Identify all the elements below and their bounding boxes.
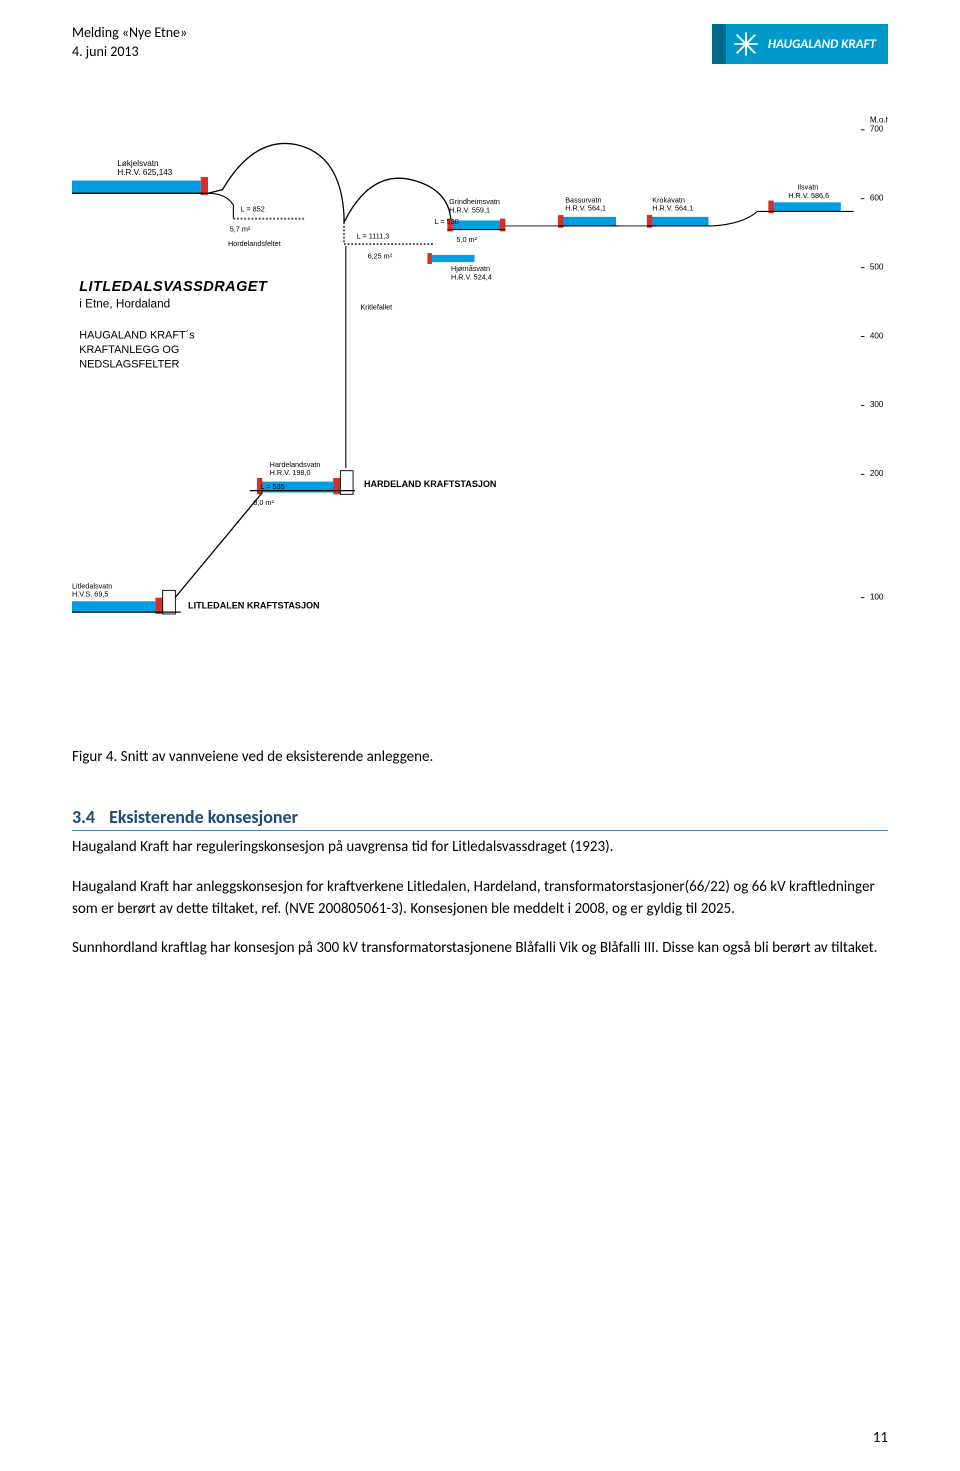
svg-text:H.R.V. 586,6: H.R.V. 586,6 bbox=[788, 191, 829, 200]
section-title: Eksisterende konsesjoner bbox=[109, 806, 298, 828]
svg-text:LITLEDALSVASSDRAGET: LITLEDALSVASSDRAGET bbox=[79, 279, 268, 295]
svg-text:H.R.V. 625,143: H.R.V. 625,143 bbox=[117, 168, 172, 177]
svg-text:H.R.V. 564,1: H.R.V. 564,1 bbox=[652, 204, 693, 213]
svg-text:600: 600 bbox=[870, 194, 884, 203]
svg-text:H.R.V. 524,4: H.R.V. 524,4 bbox=[451, 272, 492, 281]
body-paragraph: Haugaland Kraft har reguleringskonsesjon… bbox=[72, 837, 888, 859]
svg-text:Kritlefallet: Kritlefallet bbox=[360, 302, 392, 311]
svg-text:KRAFTANLEGG OG: KRAFTANLEGG OG bbox=[79, 344, 179, 356]
header-line2: 4. juni 2013 bbox=[72, 43, 187, 62]
svg-text:H.R.V. 559,1: H.R.V. 559,1 bbox=[449, 205, 490, 214]
svg-text:700: 700 bbox=[870, 125, 884, 134]
svg-text:H.R.V. 198,0: H.R.V. 198,0 bbox=[270, 468, 311, 477]
svg-text:H.V.S. 69,5: H.V.S. 69,5 bbox=[72, 590, 108, 599]
page-number: 11 bbox=[873, 1429, 888, 1447]
svg-text:5,7 m²: 5,7 m² bbox=[230, 224, 251, 233]
svg-text:NEDSLAGSFELTER: NEDSLAGSFELTER bbox=[79, 358, 179, 370]
cross-section-diagram: M.o.h. 700 600 500 400 300 200 100 Løkje… bbox=[72, 80, 888, 720]
company-logo: HAUGALAND KRAFT bbox=[712, 24, 888, 64]
figure-caption: Figur 4. Snitt av vannveiene ved de eksi… bbox=[72, 748, 888, 766]
svg-text:HARDELAND KRAFTSTASJON: HARDELAND KRAFTSTASJON bbox=[364, 479, 497, 489]
svg-text:L = 530: L = 530 bbox=[435, 217, 459, 226]
svg-text:200: 200 bbox=[870, 469, 884, 478]
svg-text:300: 300 bbox=[870, 400, 884, 409]
svg-text:HAUGALAND KRAFT´s: HAUGALAND KRAFT´s bbox=[79, 329, 195, 341]
svg-text:Løkjelsvatn: Løkjelsvatn bbox=[117, 159, 158, 168]
svg-text:L = 852: L = 852 bbox=[241, 204, 265, 213]
section-number: 3.4 bbox=[72, 806, 95, 828]
header-line1: Melding «Nye Etne» bbox=[72, 24, 187, 43]
svg-text:500: 500 bbox=[870, 262, 884, 271]
svg-text:LITLEDALEN KRAFTSTASJON: LITLEDALEN KRAFTSTASJON bbox=[188, 601, 320, 611]
svg-text:Hordelandsfeltet: Hordelandsfeltet bbox=[228, 239, 281, 248]
svg-text:400: 400 bbox=[870, 331, 884, 340]
svg-text:5,0 m²: 5,0 m² bbox=[456, 235, 477, 244]
section-heading: 3.4 Eksisterende konsesjoner bbox=[72, 806, 888, 831]
body-paragraph: Sunnhordland kraftlag har konsesjon på 3… bbox=[72, 938, 888, 960]
logo-star-icon bbox=[732, 30, 760, 58]
svg-text:100: 100 bbox=[870, 592, 884, 601]
page-header: Melding «Nye Etne» 4. juni 2013 HAUGALAN… bbox=[72, 24, 888, 64]
svg-text:L = 535: L = 535 bbox=[261, 482, 285, 491]
body-paragraph: Haugaland Kraft har anleggskonsesjon for… bbox=[72, 877, 888, 921]
svg-text:H.R.V. 564,1: H.R.V. 564,1 bbox=[565, 204, 606, 213]
header-text: Melding «Nye Etne» 4. juni 2013 bbox=[72, 24, 187, 62]
svg-text:6,25 m²: 6,25 m² bbox=[368, 252, 393, 261]
svg-text:M.o.h.: M.o.h. bbox=[870, 116, 888, 125]
svg-text:i Etne, Hordaland: i Etne, Hordaland bbox=[79, 298, 170, 311]
logo-text: HAUGALAND KRAFT bbox=[768, 37, 876, 52]
svg-text:L = 1111,3: L = 1111,3 bbox=[357, 232, 390, 241]
